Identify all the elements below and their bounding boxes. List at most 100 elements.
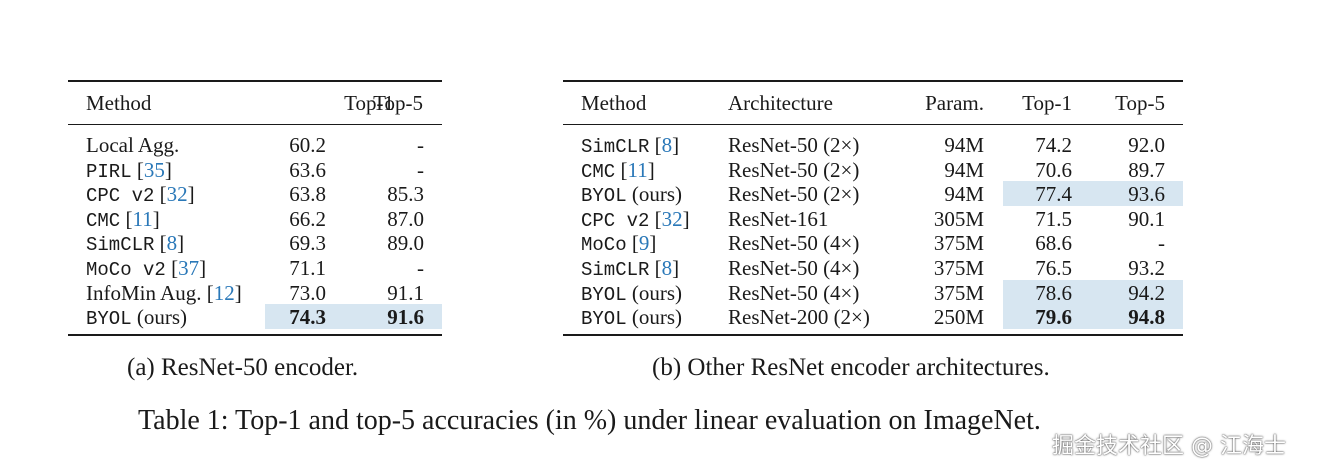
top1-value: 68.6 [1035,231,1072,256]
bottom-rule [563,334,1183,336]
table-a-caption: (a) ResNet-50 encoder. [127,354,359,381]
architecture-value: ResNet-50 (4×) [728,231,860,256]
architecture-value: ResNet-50 (2×) [728,133,860,157]
method-cell: InfoMin Aug. [12] [86,280,242,305]
method-cell: BYOL (ours) [581,182,682,208]
watermark: 掘金技术社区 @ 江海士 [1052,434,1286,459]
top5-value: 90.1 [1128,206,1165,231]
citation-link: 8 [166,231,178,256]
citation-link: 35 [143,157,165,182]
top1-value: 63.6 [289,157,326,182]
top5-value: 91.1 [387,280,424,305]
bottom-rule [68,334,442,336]
param-value: 94M [944,157,984,182]
top5-value: - [417,157,424,182]
header-method: Method [86,91,152,115]
param-value: 305M [933,206,984,231]
citation-link: 9 [638,231,650,256]
method-name: CPC v2 [86,185,155,208]
method-name: Local Agg. [86,133,180,157]
method-name: BYOL [581,185,627,208]
top5-value: 92.0 [1128,133,1165,157]
citation-link: 37 [178,256,200,280]
top1-value: 78.6 [1035,280,1072,305]
highlight-band [1003,181,1183,207]
method-name: SimCLR [581,259,650,281]
top1-value: 69.3 [289,231,326,256]
header-method: Method [581,91,647,115]
citation-link: 11 [627,157,648,182]
top5-value: 93.6 [1128,182,1165,207]
method-cell: BYOL (ours) [86,305,187,331]
architecture-value: ResNet-50 (2×) [728,182,860,207]
highlight-band [265,304,442,330]
method-name: CPC v2 [581,209,650,232]
top5-value: 91.6 [387,305,424,330]
method-cell: MoCo [9] [581,231,657,257]
method-name: CMC [581,160,616,183]
header-top5: Top-5 [1115,91,1165,115]
method-name: BYOL [86,308,132,331]
method-cell: MoCo v2 [37] [86,256,207,281]
method-suffix: (ours) [631,305,683,330]
table-a: Method Top-1 Top-5 Local Agg. 60.2 - PIRL [… [68,80,442,340]
top1-value: 73.0 [289,280,326,305]
param-value: 375M [933,280,984,305]
citation-link: 32 [661,206,683,231]
header-top1: Top-1 [1022,91,1072,115]
top1-value: 77.4 [1035,182,1072,207]
top1-value: 74.2 [1035,133,1072,157]
method-cell: BYOL (ours) [581,305,682,331]
method-name: SimCLR [86,234,155,257]
method-name: SimCLR [581,136,650,158]
method-cell: Local Agg. [86,133,179,157]
header-param: Param. [925,91,984,115]
main-caption: Table 1: Top-1 and top-5 accuracies (in … [138,405,1041,436]
top5-value: 85.3 [387,182,424,207]
method-cell: SimCLR [8] [581,133,680,158]
citation-link: 8 [661,133,673,157]
method-cell: CMC [11] [581,157,655,183]
top5-value: - [1158,231,1165,256]
top1-value: 71.5 [1035,206,1072,231]
citation-link: 12 [213,280,235,305]
top5-value: - [417,133,424,157]
method-cell: SimCLR [8] [86,231,185,257]
top5-value: 89.7 [1128,157,1165,182]
header-top5: Top-5 [373,91,423,115]
method-cell: CPC v2 [32] [581,206,690,232]
method-name: BYOL [581,283,627,306]
param-value: 94M [944,182,984,207]
top1-value: 66.2 [289,206,326,231]
top-rule [68,80,442,82]
header-architecture: Architecture [728,91,833,115]
method-cell: CMC [11] [86,206,160,232]
method-name: MoCo v2 [86,259,166,281]
highlight-band [1003,304,1183,330]
highlight-band [1003,279,1183,305]
mid-rule [563,124,1183,125]
mid-rule [68,124,442,125]
param-value: 375M [933,231,984,256]
method-cell: PIRL [35] [86,157,172,183]
top5-value: 94.2 [1128,280,1165,305]
architecture-value: ResNet-50 (2×) [728,157,860,182]
top1-value: 70.6 [1035,157,1072,182]
top1-value: 71.1 [289,256,326,280]
param-value: 375M [933,256,984,280]
top5-value: 87.0 [387,206,424,231]
top1-value: 74.3 [289,305,326,330]
architecture-value: ResNet-50 (4×) [728,280,860,305]
method-suffix: (ours) [136,305,188,330]
method-name: CMC [86,209,121,232]
top1-value: 79.6 [1035,305,1072,330]
architecture-value: ResNet-50 (4×) [728,256,860,280]
citation-link: 8 [661,256,673,280]
param-value: 250M [933,305,984,330]
method-suffix: (ours) [631,280,683,305]
method-name: MoCo [581,234,627,257]
architecture-value: ResNet-200 (2×) [728,305,870,330]
top1-value: 76.5 [1035,256,1072,280]
table-b: Method Architecture Param. Top-1 Top-5 S… [563,80,1183,340]
header-top1: Top-1 [344,91,394,115]
